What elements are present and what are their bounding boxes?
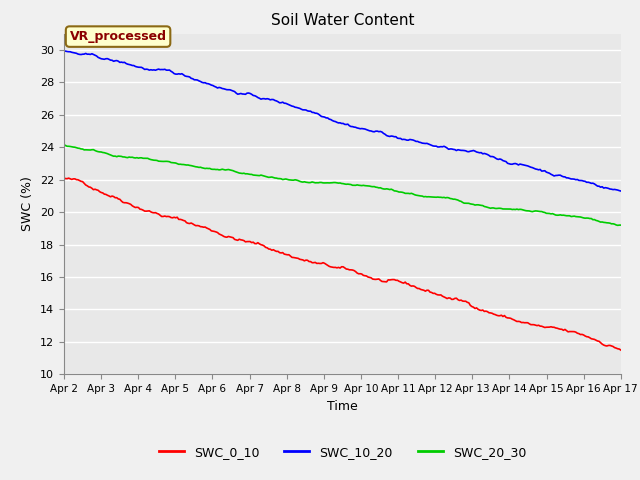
X-axis label: Time: Time xyxy=(327,400,358,413)
Text: VR_processed: VR_processed xyxy=(70,30,166,43)
Title: Soil Water Content: Soil Water Content xyxy=(271,13,414,28)
Y-axis label: SWC (%): SWC (%) xyxy=(22,177,35,231)
Legend: SWC_0_10, SWC_10_20, SWC_20_30: SWC_0_10, SWC_10_20, SWC_20_30 xyxy=(154,441,531,464)
